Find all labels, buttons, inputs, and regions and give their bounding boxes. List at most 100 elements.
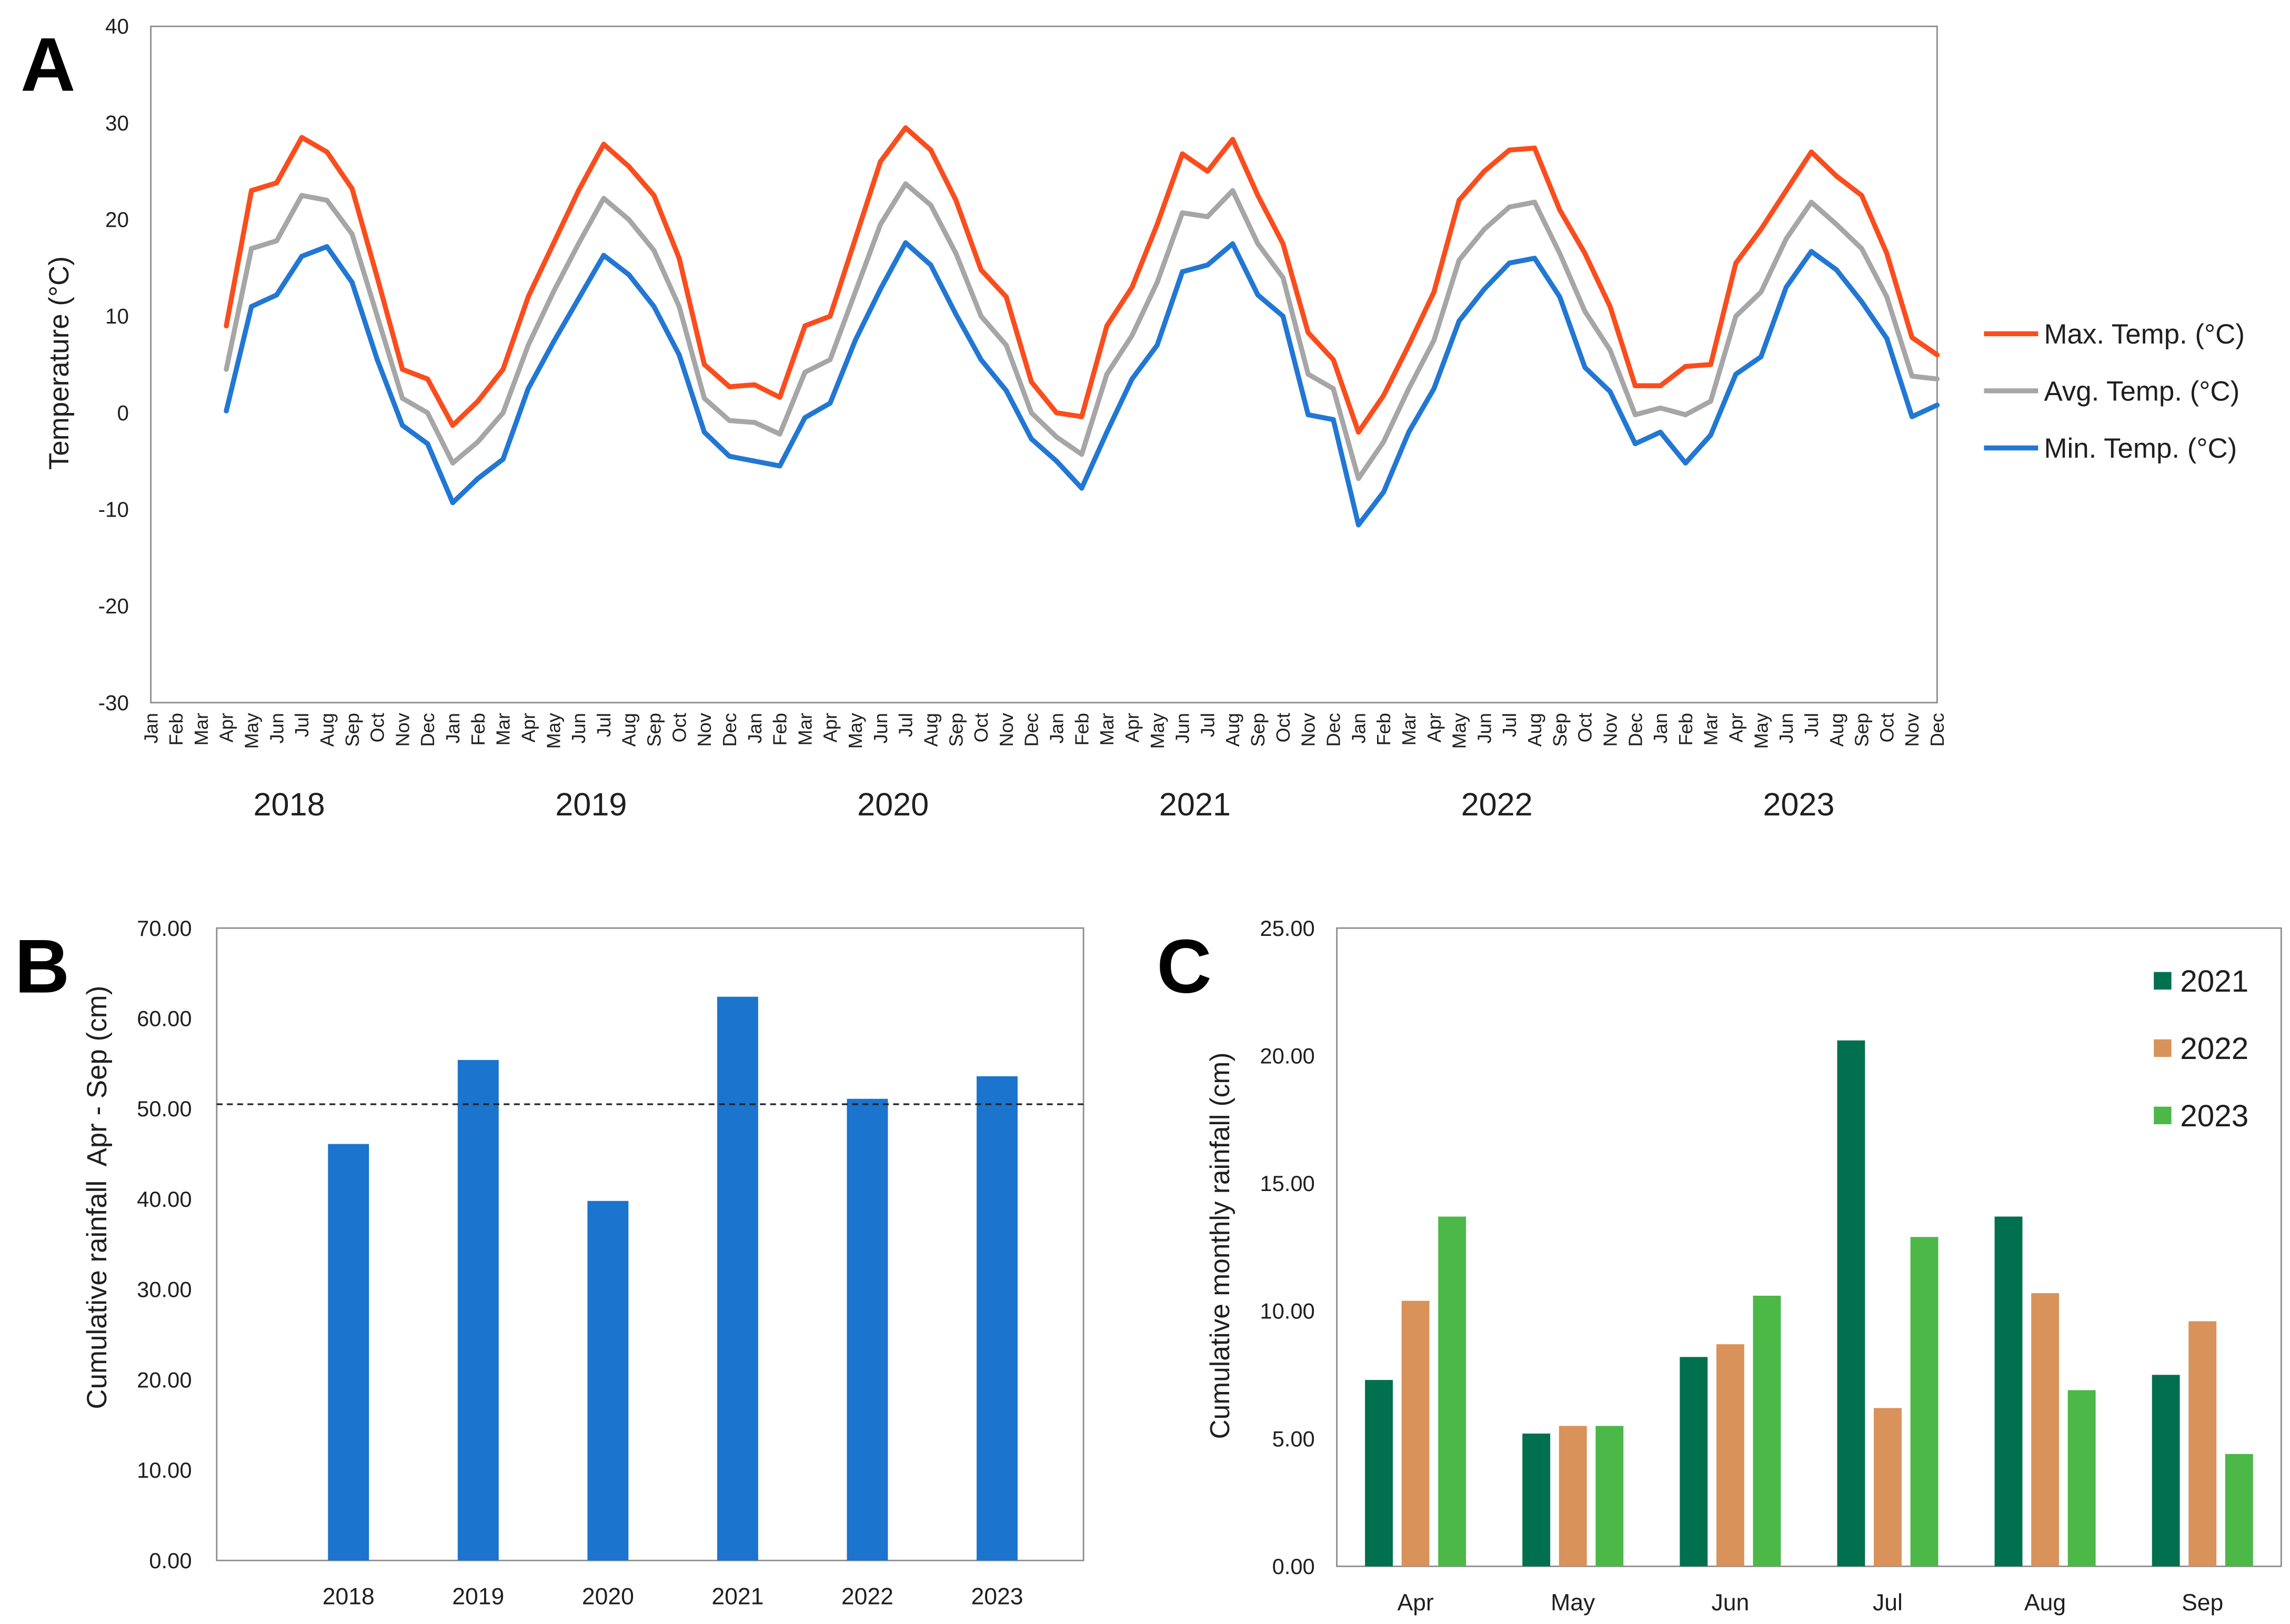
b-x-axis-ticks: 2018 2019 2020 2021 2022 2023: [323, 1584, 1023, 1610]
b-y-axis-ticks: 0.00 10.00 20.00 30.00 40.00 50.00 60.00 70.00: [137, 916, 192, 1573]
a-x-tick-label-month: Apr: [1725, 713, 1747, 742]
a-x-tick-label-month: Apr: [216, 713, 237, 742]
a-x-tick-label-month: Dec: [417, 713, 438, 747]
a-x-tick-label-month: Aug: [618, 713, 640, 747]
a-x-tick-label-month: Mar: [493, 713, 514, 745]
a-x-tick-label-month: Oct: [970, 713, 992, 742]
a-data-point-avg-temp-c: [752, 420, 757, 425]
c-x-axis-ticks: Apr May Jun Jul Aug Sep: [1397, 1590, 2223, 1616]
a-data-point-min-temp-c: [450, 500, 456, 506]
a-data-point-min-temp-c: [1305, 412, 1311, 418]
a-data-point-min-temp-c: [1280, 314, 1285, 319]
a-data-point-min-temp-c: [601, 253, 607, 258]
a-data-point-min-temp-c: [1331, 417, 1336, 422]
a-data-point-min-temp-c: [1834, 267, 1839, 273]
a-data-point-max-temp-c: [1506, 147, 1512, 153]
a-data-point-avg-temp-c: [1481, 227, 1487, 232]
a-x-tick-label-month: Feb: [1675, 713, 1696, 745]
a-x-tick-label-month: Oct: [367, 713, 388, 742]
panel-b-label: B: [15, 924, 70, 1009]
a-x-tick-label-month: Jun: [1775, 713, 1797, 743]
c-bar-2022-may: [1559, 1426, 1587, 1567]
a-data-point-avg-temp-c: [1934, 376, 1940, 382]
a-y-tick-label: -20: [98, 594, 129, 618]
c-x-tick-label: Aug: [2024, 1590, 2066, 1616]
a-x-tick-label-month: Dec: [1926, 713, 1948, 747]
a-data-point-avg-temp-c: [1683, 412, 1688, 418]
a-data-point-min-temp-c: [349, 280, 355, 285]
a-data-point-max-temp-c: [1230, 137, 1236, 142]
a-x-tick-label-month: Sep: [644, 713, 665, 747]
a-x-tick-label-month: May: [241, 713, 263, 749]
a-data-point-min-temp-c: [475, 476, 480, 481]
c-bars: [1365, 1040, 2253, 1567]
a-data-point-max-temp-c: [878, 159, 883, 164]
panel-c-y-axis-title: Cumulative monthly rainfall (cm): [1204, 1052, 1235, 1439]
b-bar-2023: [977, 1076, 1018, 1561]
panel-c-plot-area: [1336, 927, 2282, 1567]
a-data-point-min-temp-c: [1557, 294, 1562, 300]
a-data-point-max-temp-c: [1003, 294, 1009, 300]
a-data-point-max-temp-c: [1758, 227, 1764, 232]
c-bar-2021-aug: [1994, 1216, 2023, 1567]
a-data-point-avg-temp-c: [1783, 236, 1789, 241]
a-data-point-min-temp-c: [1129, 376, 1135, 382]
a-data-point-avg-temp-c: [676, 304, 682, 309]
a-data-point-min-temp-c: [1457, 318, 1462, 324]
a-data-point-avg-temp-c: [1582, 309, 1588, 314]
c-bar-2021-may: [1522, 1434, 1551, 1567]
a-data-point-min-temp-c: [1532, 256, 1538, 261]
a-data-point-min-temp-c: [1079, 486, 1084, 491]
a-x-tick-label-month: Feb: [1071, 713, 1092, 745]
a-x-tick-label-month: Jan: [744, 713, 766, 743]
a-x-tick-label-month: Sep: [1549, 713, 1571, 747]
a-data-point-min-temp-c: [1758, 354, 1764, 359]
b-y-tick-label: 70.00: [137, 916, 192, 941]
a-year-label: 2019: [555, 786, 627, 822]
a-data-point-min-temp-c: [978, 357, 984, 362]
a-x-tick-label-month: Nov: [391, 713, 413, 747]
a-data-point-avg-temp-c: [1608, 347, 1613, 353]
a-data-point-avg-temp-c: [1079, 451, 1084, 457]
a-data-point-min-temp-c: [626, 272, 631, 277]
a-data-point-max-temp-c: [1104, 323, 1110, 329]
b-bar-2021: [717, 996, 758, 1561]
c-legend-swatch-2023: [2154, 1106, 2172, 1125]
a-data-point-max-temp-c: [1733, 260, 1739, 266]
a-data-point-max-temp-c: [752, 382, 757, 388]
a-x-tick-label-month: Jan: [442, 713, 464, 743]
a-legend-label-avg-temp-c: Avg. Temp. (°C): [2044, 376, 2240, 407]
a-x-tick-label-month: Dec: [1323, 713, 1344, 747]
a-data-point-avg-temp-c: [1532, 199, 1538, 205]
a-data-point-min-temp-c: [852, 338, 858, 343]
a-data-point-min-temp-c: [1708, 432, 1713, 438]
a-data-point-max-temp-c: [1355, 429, 1361, 435]
a-data-point-max-temp-c: [1884, 250, 1890, 256]
a-data-point-max-temp-c: [526, 294, 531, 300]
a-x-tick-label-month: Mar: [1398, 713, 1420, 745]
c-bar-2021-jul: [1837, 1040, 1865, 1567]
a-data-point-min-temp-c: [1683, 460, 1688, 466]
a-data-point-avg-temp-c: [1029, 410, 1034, 416]
a-data-point-min-temp-c: [1029, 436, 1034, 442]
a-x-tick-label-month: May: [1147, 713, 1168, 749]
a-data-point-min-temp-c: [550, 339, 556, 345]
a-x-tick-label-month: Jul: [1801, 713, 1822, 737]
a-x-tick-label-month: Nov: [694, 713, 715, 747]
a-data-point-min-temp-c: [1205, 262, 1210, 268]
a-data-point-min-temp-c: [1180, 269, 1185, 275]
a-data-point-max-temp-c: [576, 188, 581, 194]
a-x-tick-label-month: Jun: [1473, 713, 1495, 743]
a-x-tick-label-month: May: [1449, 713, 1470, 749]
a-data-point-min-temp-c: [400, 422, 405, 428]
a-data-point-min-temp-c: [1154, 342, 1160, 348]
a-x-axis-year-labels: 2018 2019 2020 2021 2022 2023: [254, 786, 1835, 822]
a-data-point-max-temp-c: [1934, 352, 1940, 358]
a-data-point-avg-temp-c: [978, 314, 984, 319]
a-x-tick-label-month: Aug: [316, 713, 338, 747]
a-data-point-max-temp-c: [1834, 174, 1839, 179]
a-x-tick-label-month: Jul: [1499, 713, 1520, 737]
a-data-point-min-temp-c: [1506, 260, 1512, 266]
a-data-point-min-temp-c: [1255, 292, 1261, 298]
a-data-point-min-temp-c: [375, 357, 380, 362]
